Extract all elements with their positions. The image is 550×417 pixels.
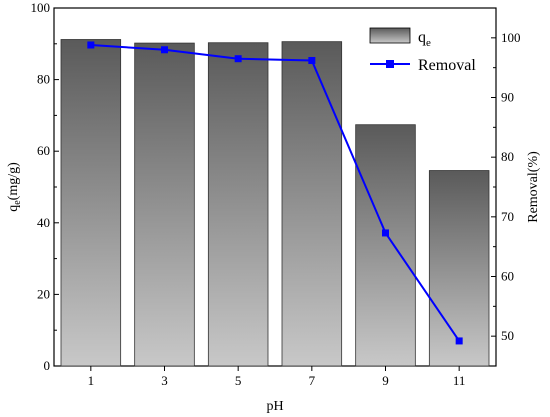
legend: qe Removal <box>369 27 476 74</box>
removal-point-5 <box>234 55 242 63</box>
x-tick-label: 11 <box>453 373 466 388</box>
bar-3 <box>134 42 195 367</box>
bar-9 <box>355 124 416 367</box>
legend-bar-label: qe <box>418 29 431 49</box>
right-tick-label: 80 <box>501 149 514 164</box>
left-axis-label: qe(mg/g) <box>6 162 23 212</box>
x-tick-label: 9 <box>382 373 389 388</box>
bar-series <box>60 39 490 367</box>
right-tick-label: 50 <box>501 328 514 343</box>
left-tick-label: 100 <box>31 0 51 15</box>
bar-5 <box>207 42 269 367</box>
removal-point-11 <box>455 337 463 345</box>
legend-line-label: Removal <box>418 57 476 74</box>
x-tick-label: 3 <box>161 373 168 388</box>
removal-point-3 <box>161 46 168 54</box>
right-tick-label: 60 <box>501 269 514 284</box>
left-tick-label: 60 <box>37 143 50 158</box>
removal-line <box>90 43 460 342</box>
removal-point-7 <box>308 57 316 65</box>
right-tick-label: 100 <box>501 30 521 45</box>
x-tick-label: 1 <box>88 373 95 388</box>
removal-point-1 <box>87 41 95 49</box>
bar-1 <box>60 39 122 367</box>
left-tick-label: 20 <box>37 286 50 301</box>
bar-11 <box>428 170 490 367</box>
removal-point-9 <box>382 229 389 237</box>
legend-bar-swatch <box>369 27 411 44</box>
x-axis-ticks: 1 3 5 7 9 11 <box>88 366 466 388</box>
removal-line-series <box>87 41 463 345</box>
legend-line-marker <box>386 60 394 68</box>
x-tick-label: 7 <box>309 373 316 388</box>
x-axis-label: pH <box>266 399 283 414</box>
right-tick-label: 70 <box>501 209 514 224</box>
right-axis-label: Removal(%) <box>526 151 541 223</box>
right-axis-ticks: 50 60 70 80 90 100 <box>491 30 521 343</box>
right-tick-label: 90 <box>501 90 514 105</box>
left-tick-label: 0 <box>44 358 51 373</box>
left-axis-ticks: 0 20 40 60 80 100 <box>31 0 59 373</box>
left-tick-label: 80 <box>37 72 50 87</box>
left-tick-label: 40 <box>37 215 50 230</box>
bar-7 <box>281 41 343 367</box>
x-tick-label: 5 <box>235 373 242 388</box>
